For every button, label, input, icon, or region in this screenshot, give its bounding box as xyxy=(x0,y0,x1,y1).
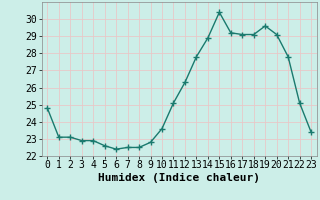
X-axis label: Humidex (Indice chaleur): Humidex (Indice chaleur) xyxy=(98,173,260,183)
